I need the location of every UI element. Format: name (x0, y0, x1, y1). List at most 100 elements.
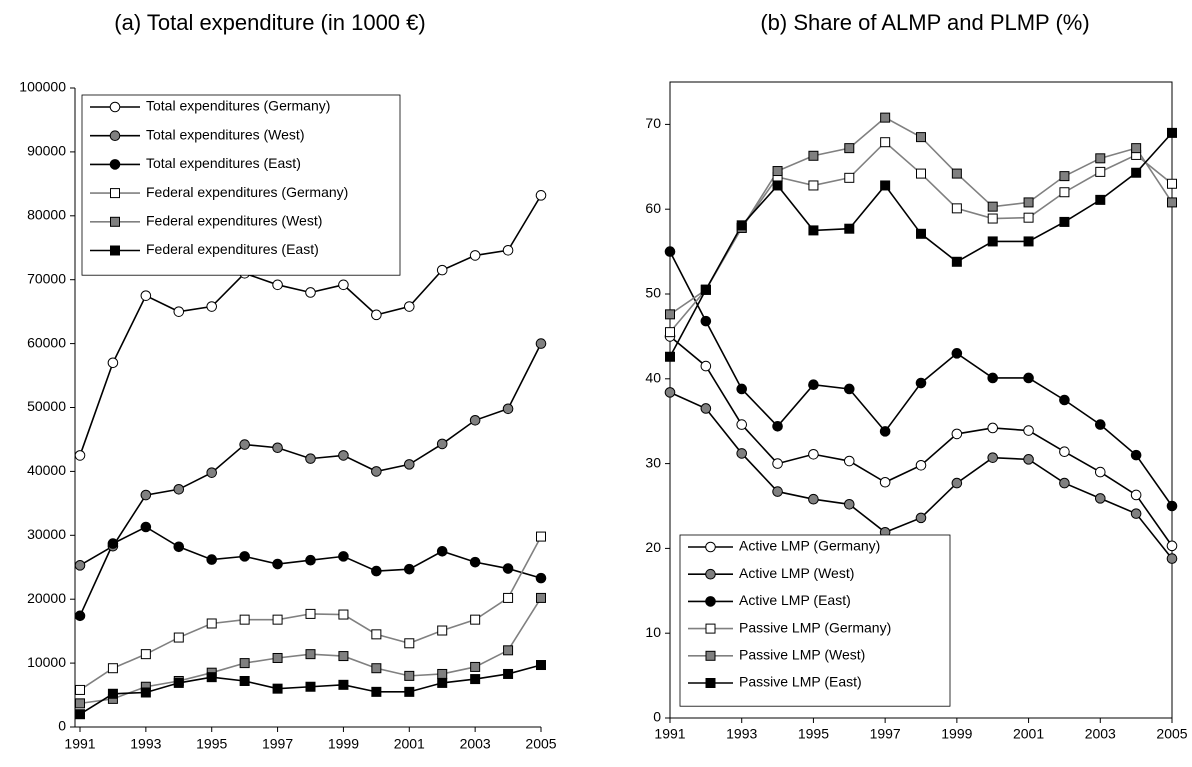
data-point (916, 228, 926, 239)
data-point (338, 279, 349, 291)
data-point (844, 172, 855, 183)
data-point (915, 512, 927, 524)
data-point (535, 572, 547, 584)
x-tick-label: 1997 (870, 726, 901, 742)
data-point (470, 674, 481, 685)
legend-label: Total expenditures (East) (146, 155, 301, 171)
data-point (700, 284, 711, 295)
data-point (371, 629, 382, 640)
data-point (436, 545, 448, 557)
data-point (1023, 236, 1034, 247)
x-tick-label: 2005 (525, 736, 556, 752)
data-point (772, 420, 783, 432)
data-point (470, 614, 481, 625)
data-point (140, 649, 151, 660)
data-point (338, 609, 349, 620)
data-point (1023, 197, 1034, 208)
data-point (1166, 553, 1178, 564)
y-tick-label: 100000 (19, 79, 66, 95)
data-point (338, 651, 349, 662)
data-point (1059, 394, 1070, 406)
y-tick-label: 10000 (27, 654, 66, 670)
legend-marker (109, 130, 121, 141)
data-point (74, 450, 86, 461)
data-point (502, 563, 514, 574)
data-point (239, 658, 250, 669)
data-point (987, 372, 999, 384)
legend-label: Passive LMP (East) (739, 674, 862, 690)
data-point (371, 565, 382, 577)
data-point (736, 448, 748, 459)
data-point (987, 201, 998, 212)
legend-label: Active LMP (West) (739, 565, 854, 581)
legend-marker (110, 216, 120, 227)
data-point (74, 560, 86, 571)
data-point (338, 450, 349, 461)
y-tick-label: 50 (645, 285, 661, 301)
series-line (669, 116, 1173, 316)
data-point (987, 422, 999, 434)
data-point (1023, 212, 1034, 223)
data-point (140, 290, 152, 301)
data-point (915, 459, 927, 471)
data-point (173, 632, 184, 643)
data-point (503, 645, 514, 656)
data-point (1059, 446, 1070, 458)
data-point (502, 245, 514, 256)
data-point (664, 246, 676, 257)
data-point (437, 625, 448, 636)
y-tick-label: 70000 (27, 270, 66, 286)
data-point (808, 448, 819, 460)
data-point (843, 455, 855, 467)
data-point (338, 679, 349, 690)
data-point (1166, 540, 1178, 552)
data-point (987, 452, 999, 463)
x-tick-label: 1999 (328, 736, 359, 752)
data-point (1130, 508, 1142, 519)
data-point (536, 592, 546, 603)
data-point (239, 439, 250, 450)
data-point (272, 279, 283, 291)
data-point (305, 681, 316, 692)
data-point (951, 348, 963, 359)
data-point (140, 521, 152, 533)
legend-label: Total expenditures (West) (146, 126, 304, 142)
data-point (239, 675, 250, 686)
data-point (371, 686, 382, 697)
data-point (665, 327, 675, 338)
x-tick-label: 2001 (1013, 726, 1044, 742)
data-point (700, 315, 712, 327)
y-tick-label: 0 (58, 718, 66, 734)
data-point (305, 649, 316, 660)
data-point (173, 306, 185, 317)
data-point (535, 190, 547, 201)
data-point (808, 379, 819, 391)
data-point (140, 489, 152, 501)
data-point (1095, 153, 1106, 164)
data-point (206, 467, 218, 478)
x-tick-label: 1993 (726, 726, 757, 742)
data-point (844, 143, 855, 154)
data-point (879, 476, 891, 488)
data-point (305, 453, 316, 464)
data-point (808, 493, 819, 505)
data-point (1167, 178, 1177, 189)
legend-label: Federal expenditures (West) (146, 213, 322, 229)
data-point (107, 688, 118, 699)
legend-marker (109, 101, 121, 113)
data-point (75, 684, 85, 695)
x-tick-label: 2001 (394, 736, 425, 752)
data-point (1059, 187, 1070, 198)
x-tick-label: 2003 (460, 736, 491, 752)
x-tick-label: 1991 (64, 736, 95, 752)
data-point (338, 551, 349, 562)
data-point (403, 301, 415, 312)
legend-box (81, 94, 401, 276)
chart-title: (b) Share of ALMP and PLMP (%) (760, 10, 1089, 35)
series-line (79, 526, 542, 617)
data-point (1131, 143, 1142, 154)
x-tick-label: 1993 (130, 736, 161, 752)
data-point (107, 357, 119, 369)
data-point (305, 554, 316, 566)
data-point (1131, 167, 1142, 178)
